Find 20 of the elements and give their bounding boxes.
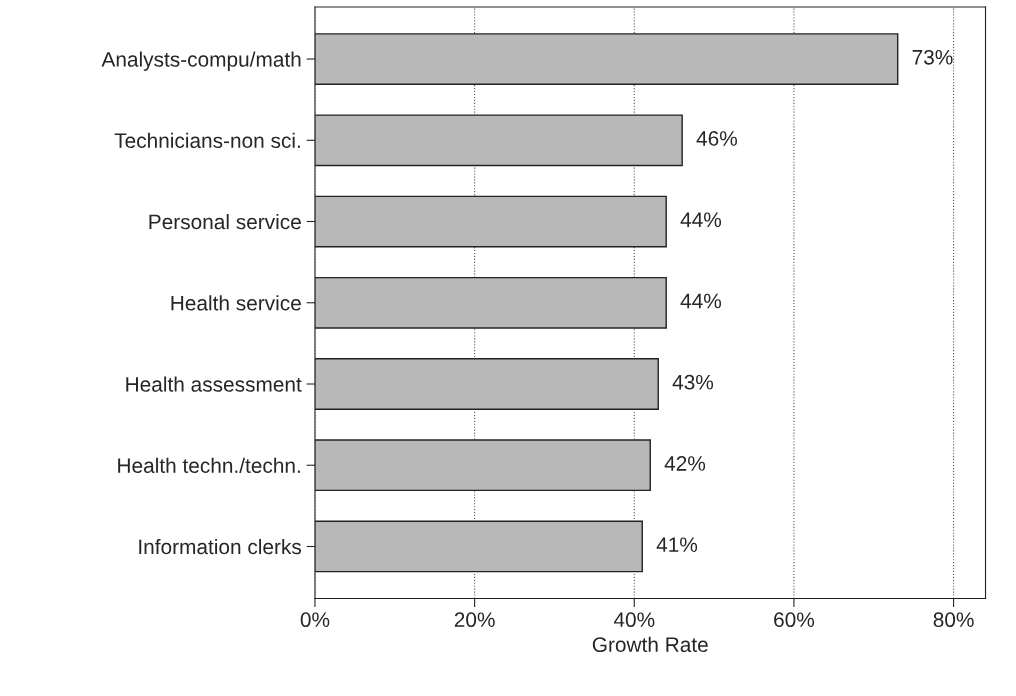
x-tick-label: 20% bbox=[454, 612, 495, 628]
x-axis-title: Growth Rate bbox=[592, 636, 708, 653]
y-tick-label: Personal service bbox=[149, 213, 301, 230]
x-tick-label: 80% bbox=[933, 612, 974, 628]
x-tick-label: 60% bbox=[774, 612, 815, 628]
data-label: 44% bbox=[680, 293, 722, 309]
data-label: 44% bbox=[680, 212, 722, 228]
data-label: 42% bbox=[664, 456, 706, 471]
y-tick-label: Analysts-compu/math bbox=[101, 51, 301, 71]
x-tick-label: 40% bbox=[613, 612, 655, 628]
data-label: 73% bbox=[912, 49, 953, 65]
y-tick-label: Health service bbox=[171, 295, 301, 311]
data-label: 46% bbox=[696, 131, 738, 146]
data-label: 43% bbox=[672, 374, 714, 390]
y-tick-label: Health techn./techn. bbox=[118, 457, 300, 473]
x-tick-label: 0% bbox=[300, 612, 330, 628]
y-tick-label: Health assessment bbox=[126, 376, 302, 392]
y-tick-label: Information clerks bbox=[139, 538, 302, 555]
y-tick-label: Technicians-non sci. bbox=[114, 132, 300, 149]
data-label: 41% bbox=[656, 537, 698, 552]
